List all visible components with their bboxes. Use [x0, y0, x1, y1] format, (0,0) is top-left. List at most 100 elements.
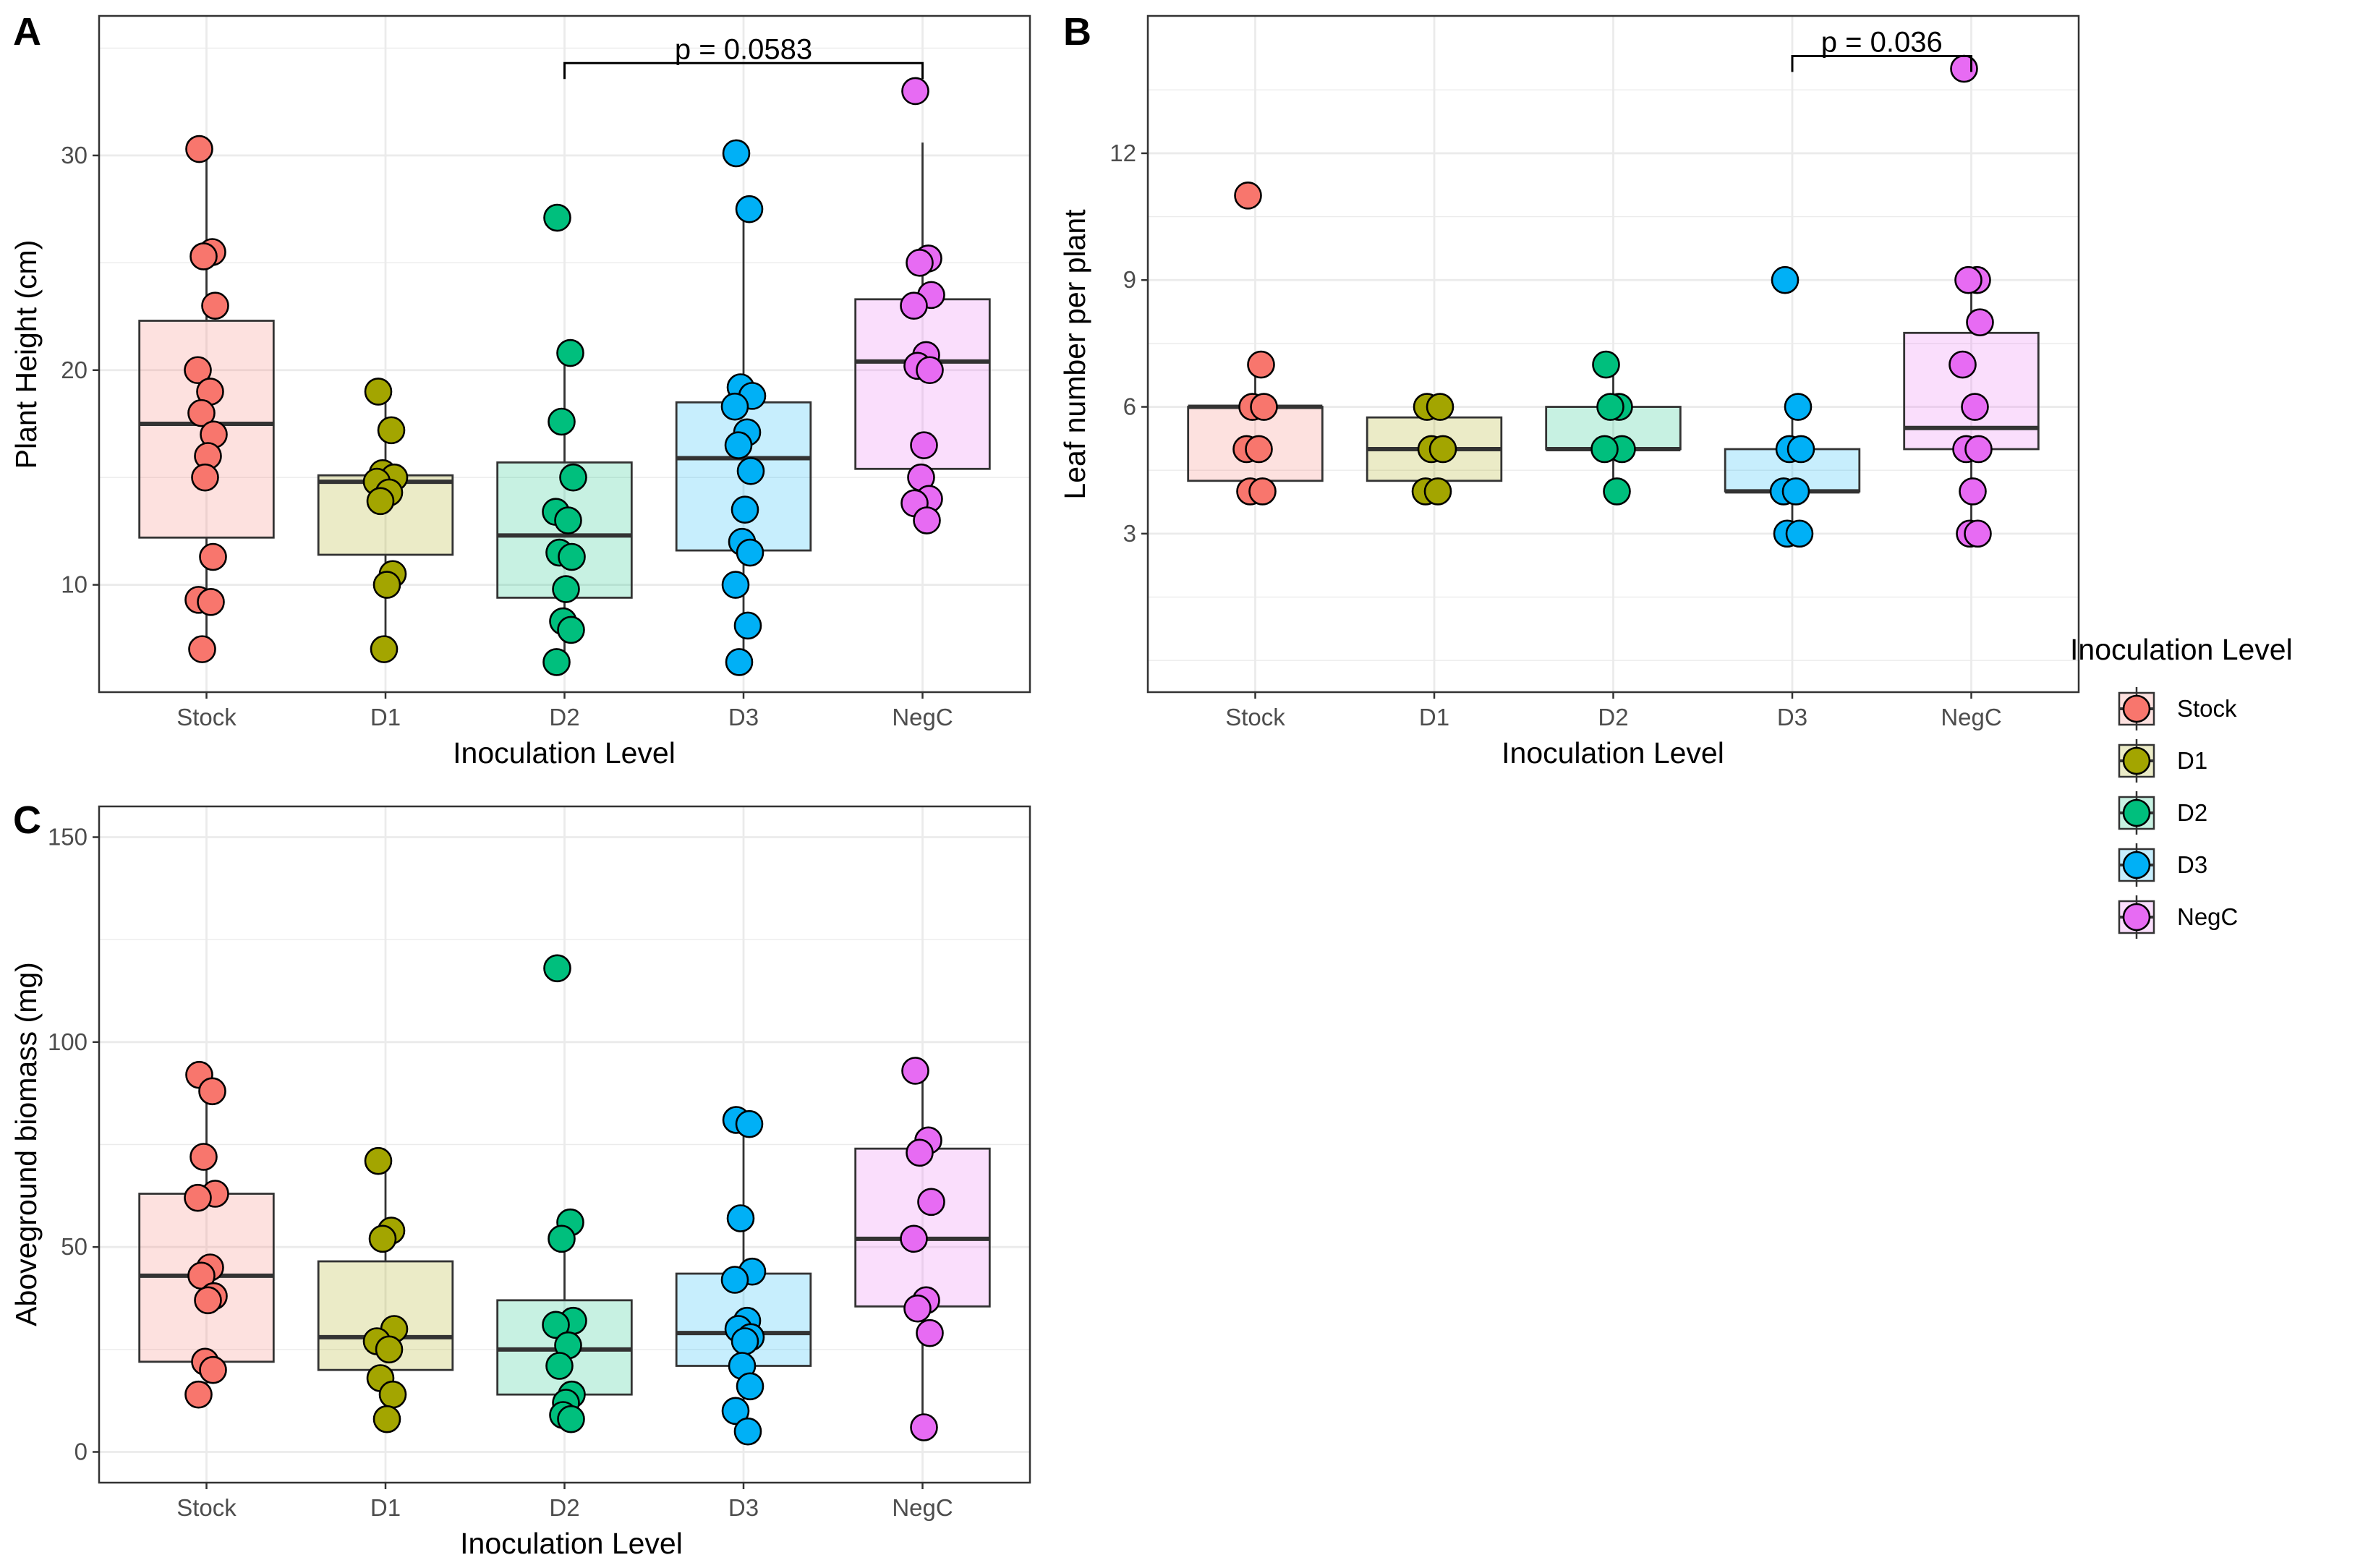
data-point-negc: [1964, 435, 1993, 464]
legend-label: Stock: [2177, 695, 2237, 722]
box-iqr: [854, 1147, 991, 1308]
panel-b-leaf-number: B p = 0.036 3 6 9 12 Stock D1 D2 D3 NegC Inocul…: [1058, 10, 2080, 770]
comparison-bracket: [563, 61, 924, 80]
y-tick-label: 30: [61, 142, 88, 169]
data-point-d3: [1771, 265, 1800, 294]
data-point-negc: [901, 1057, 929, 1085]
data-point-d2: [1592, 350, 1620, 379]
data-point-d3: [736, 538, 765, 567]
legend-point-key: [2122, 851, 2151, 879]
data-point-negc: [1964, 519, 1992, 548]
data-point-d1: [1423, 477, 1452, 506]
data-point-d2: [557, 1405, 585, 1433]
panel-c-points: [184, 954, 945, 1446]
box-negc: [1903, 280, 2040, 534]
legend-item-negc: NegC: [2118, 895, 2238, 939]
data-point-d2: [1603, 477, 1631, 506]
data-point-stock: [185, 135, 213, 163]
data-point-negc: [906, 249, 934, 277]
data-point-d3: [731, 495, 759, 524]
data-point-negc: [1949, 350, 1977, 379]
data-point-negc: [1961, 393, 1989, 421]
panel-a-points: [184, 77, 945, 676]
y-tick-label: 6: [1123, 393, 1136, 420]
y-tick-label: 10: [61, 571, 88, 598]
panel-b-p-value: p = 0.036: [1821, 27, 1943, 59]
data-point-d3: [736, 456, 765, 485]
legend-label: D1: [2177, 747, 2207, 774]
y-tick-label: 9: [1123, 266, 1136, 293]
data-point-d3: [726, 1204, 755, 1232]
panel-c-x-axis-title: Inoculation Level: [460, 1527, 683, 1560]
panel-b-x-axis-title: Inoculation Level: [1502, 736, 1724, 770]
legend-keys: Stock D1 D2 D3 NegC: [2118, 687, 2238, 939]
x-tick-label: NegC: [892, 1494, 953, 1521]
x-tick-label: D1: [370, 1494, 401, 1521]
legend: Inoculation Level Stock D1 D2 D3 NegC: [2070, 633, 2293, 939]
data-point-d2: [559, 463, 587, 492]
data-point-d3: [720, 392, 749, 421]
data-point-negc: [900, 1224, 928, 1253]
panel-b-x-ticks: Stock D1 D2 D3 NegC: [1225, 692, 2002, 730]
panel-a-comparison: p = 0.0583: [563, 33, 924, 80]
data-point-d1: [372, 571, 401, 599]
data-point-negc: [916, 1318, 944, 1347]
comparison-bracket: [1791, 55, 1972, 72]
panel-a-y-axis-title: Plant Height (cm): [9, 240, 43, 469]
data-point-d3: [1786, 435, 1815, 464]
x-tick-label: D1: [370, 704, 401, 730]
data-point-d2: [548, 407, 576, 436]
data-point-d3: [721, 1397, 750, 1426]
panel-a-p-value: p = 0.0583: [675, 33, 812, 65]
data-point-stock: [1250, 393, 1278, 421]
data-point-d1: [368, 1224, 397, 1253]
data-point-stock: [1247, 350, 1275, 379]
data-point-negc: [1966, 308, 1994, 336]
y-tick-label: 20: [61, 357, 88, 383]
data-point-d1: [364, 378, 393, 406]
box-d3: [1724, 406, 1861, 534]
data-point-d1: [377, 416, 406, 445]
data-point-negc: [906, 1138, 934, 1167]
data-point-d1: [1428, 435, 1457, 464]
data-point-negc: [1959, 477, 1987, 506]
data-point-d3: [724, 431, 753, 459]
data-point-stock: [1248, 477, 1277, 506]
data-point-d3: [720, 1266, 749, 1294]
data-point-negc: [900, 291, 928, 320]
data-point-d3: [733, 611, 762, 640]
data-point-d2: [545, 1352, 574, 1380]
data-point-stock: [189, 1143, 218, 1171]
panel-c-biomass: C 0 50 100 150 Stock D1 D2 D3 NegC Inoculation …: [9, 798, 1031, 1560]
data-point-stock: [194, 1286, 222, 1315]
data-point-stock: [189, 242, 218, 270]
data-point-d1: [370, 635, 399, 663]
data-point-stock: [201, 291, 229, 320]
data-point-d2: [543, 954, 571, 983]
data-point-d2: [554, 506, 582, 534]
panel-a-y-ticks: 10 20 30: [61, 142, 99, 598]
panel-b-comparison: p = 0.036: [1791, 27, 1972, 72]
x-tick-label: Stock: [1225, 704, 1285, 730]
panel-c-y-axis-title: Aboveground biomass (mg): [9, 962, 43, 1326]
panel-a-boxes: [138, 142, 991, 662]
data-point-d2: [542, 1311, 570, 1339]
data-point-d3: [1781, 477, 1810, 506]
y-tick-label: 100: [48, 1028, 88, 1055]
data-point-stock: [1245, 435, 1273, 464]
data-point-d3: [721, 571, 750, 599]
box-iqr: [1903, 331, 2040, 451]
x-tick-label: NegC: [1941, 704, 2001, 730]
y-tick-label: 0: [74, 1439, 88, 1465]
legend-item-stock: Stock: [2118, 687, 2237, 730]
data-point-stock: [187, 399, 216, 427]
x-tick-label: Stock: [176, 704, 237, 730]
y-tick-label: 150: [48, 824, 88, 851]
data-point-stock: [188, 635, 216, 663]
data-point-d2: [556, 338, 584, 367]
panel-b-letter: B: [1063, 10, 1091, 54]
panel-c-y-ticks: 0 50 100 150: [48, 824, 99, 1465]
panel-b-points: [1232, 54, 1994, 548]
data-point-d3: [735, 195, 764, 223]
panel-b-y-axis-title: Leaf number per plant: [1058, 209, 1091, 500]
